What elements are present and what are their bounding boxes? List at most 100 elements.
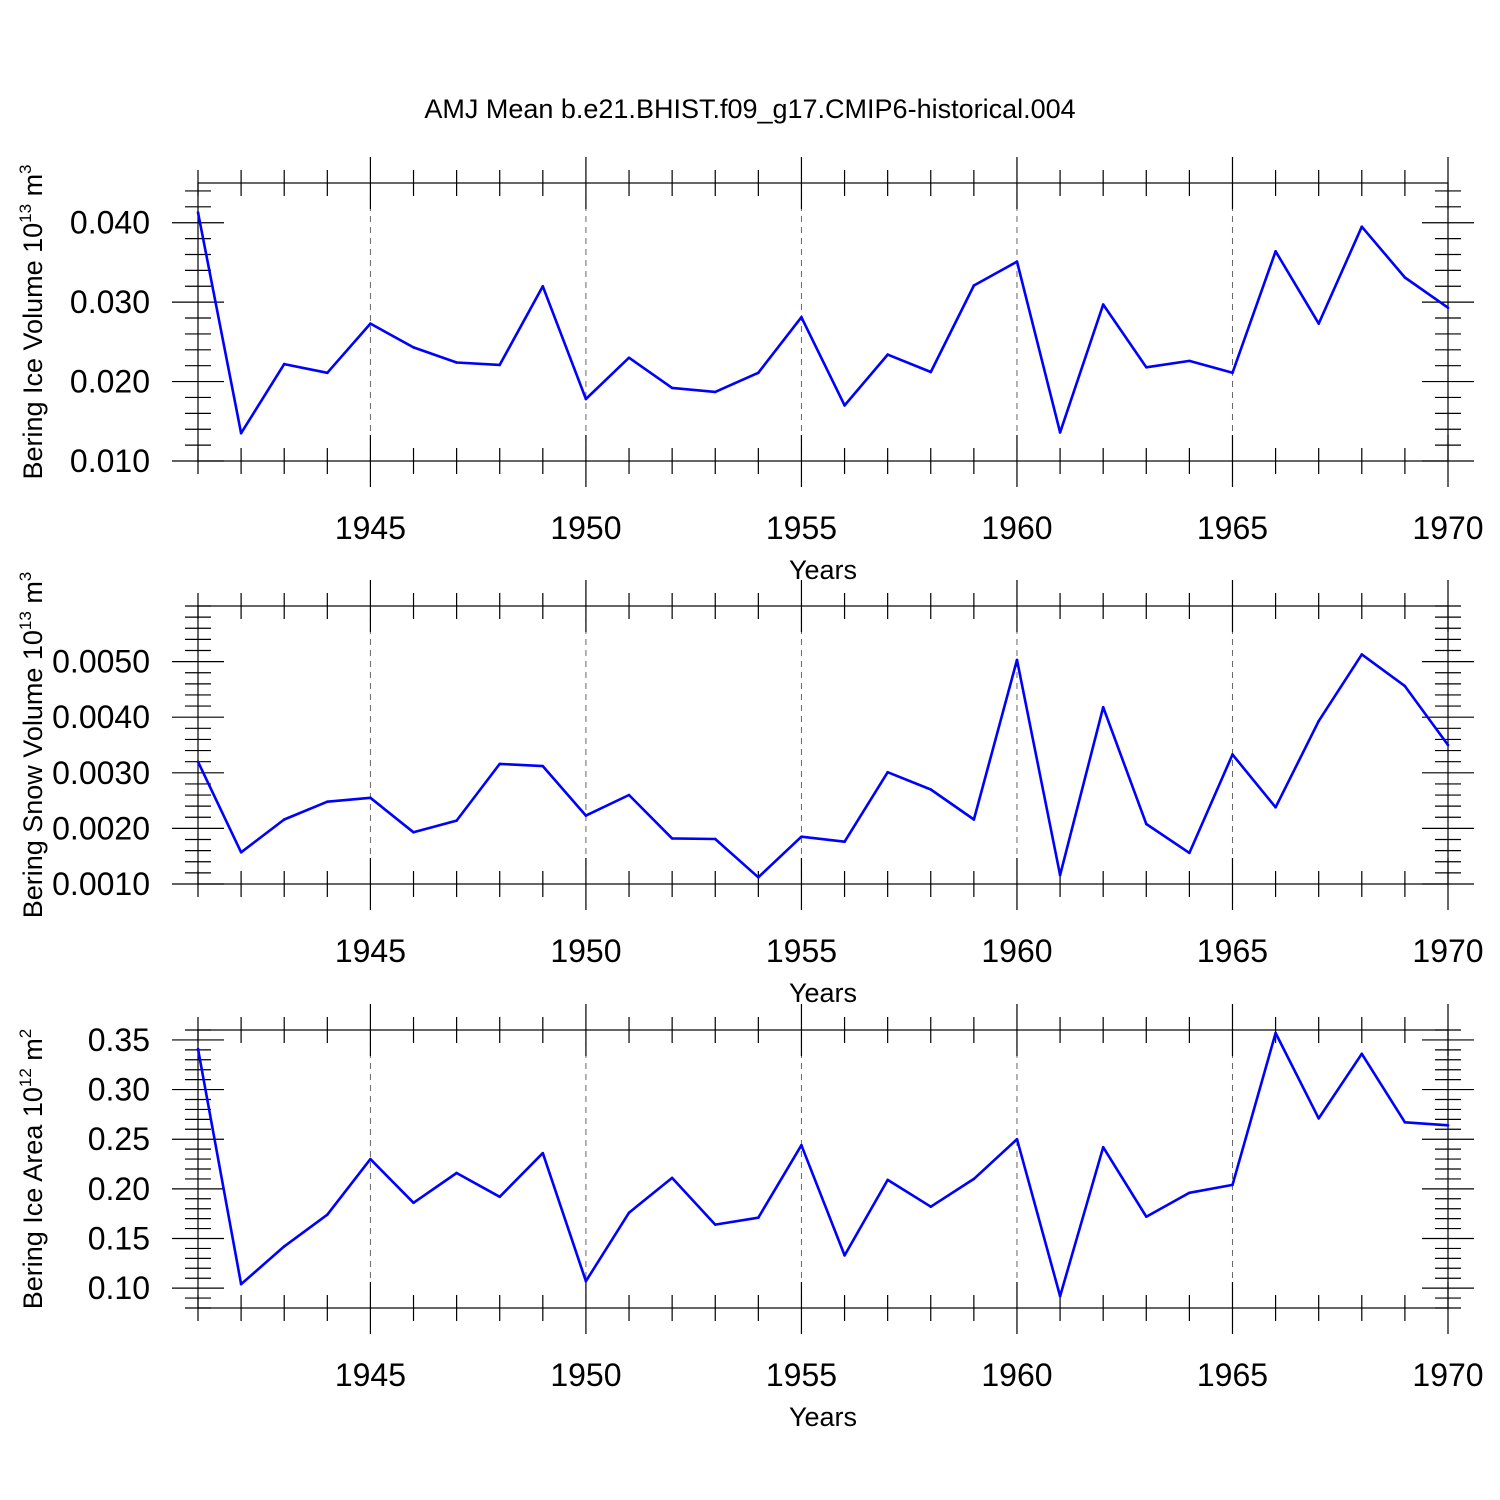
ice-volume-point-1960 <box>1015 260 1019 263</box>
ice-area-point-1951 <box>627 1211 631 1214</box>
snow-volume-point-1955 <box>800 835 803 839</box>
ice-area-point-1968 <box>1360 1052 1364 1056</box>
ice-volume-x-axis-label: Years <box>789 555 857 585</box>
ice-volume-xtick-label: 1965 <box>1197 510 1268 546</box>
ice-volume-ytick-label: 0.010 <box>70 443 150 479</box>
ice-volume-point-1959 <box>972 284 976 287</box>
snow-volume-xtick-label: 1950 <box>550 933 621 969</box>
ice-area-point-1957 <box>886 1178 889 1182</box>
ice-area-point-1945 <box>369 1157 372 1161</box>
ice-area-ytick-label: 0.10 <box>88 1270 150 1306</box>
snow-volume-ticks <box>172 580 1474 910</box>
snow-volume-point-1960 <box>1015 658 1019 662</box>
ice-area-point-1942 <box>239 1282 243 1286</box>
ice-volume-point-1962 <box>1101 303 1105 306</box>
snow-volume-point-1943 <box>282 818 286 821</box>
ice-area-point-1964 <box>1188 1191 1191 1195</box>
snow-volume-xtick-label: 1970 <box>1412 933 1483 969</box>
ice-volume-ytick-label: 0.020 <box>70 364 150 400</box>
snow-volume-ytick-label: 0.0040 <box>52 699 150 735</box>
snow-volume-point-1949 <box>541 764 545 768</box>
ice-volume-y-axis-label: Bering Ice Volume 1013 m3 <box>16 164 48 479</box>
ice-area-xtick-label: 1955 <box>766 1357 837 1393</box>
ice-area-ticks <box>172 1004 1474 1334</box>
ice-volume-point-1951 <box>627 356 631 360</box>
ice-volume-xtick-label: 1955 <box>766 510 837 546</box>
ice-area-ylabel-unit: m <box>18 1038 48 1068</box>
ice-volume-point-1952 <box>670 386 674 390</box>
ice-area-ylabel-main: Bering Ice Area 10 <box>18 1087 48 1309</box>
ice-area-point-1961 <box>1058 1294 1062 1298</box>
ice-volume-point-1954 <box>757 371 760 375</box>
ice-volume-xtick-label: 1950 <box>550 510 621 546</box>
snow-volume-ytick-label: 0.0010 <box>52 866 150 902</box>
snow-volume-xtick-label: 1965 <box>1197 933 1268 969</box>
ice-volume-point-1942 <box>239 431 243 435</box>
ice-volume-ytick-label: 0.040 <box>70 205 150 241</box>
ice-volume-point-1969 <box>1403 276 1407 279</box>
snow-volume-point-1957 <box>886 770 889 774</box>
snow-volume-point-1968 <box>1360 653 1364 656</box>
ice-area-point-1963 <box>1144 1215 1148 1218</box>
snow-volume-point-1970 <box>1446 743 1450 747</box>
ice-area-point-1965 <box>1231 1183 1234 1187</box>
ice-area-point-1954 <box>757 1216 760 1219</box>
ice-area-ylabel-exp: 12 <box>16 1068 35 1087</box>
snow-volume-point-1964 <box>1188 851 1191 855</box>
ice-area-ytick-label: 0.35 <box>88 1022 150 1058</box>
ice-volume-point-1961 <box>1058 431 1062 434</box>
panel-ice-area: 0.10 0.15 0.20 0.25 0.30 0.35 1945 1950 1955 1960… <box>16 1004 1484 1432</box>
snow-volume-point-1941 <box>196 760 200 763</box>
snow-volume-point-1959 <box>972 818 976 821</box>
ice-area-point-1941 <box>196 1047 200 1051</box>
ice-area-xtick-label: 1960 <box>981 1357 1052 1393</box>
ice-area-point-1966 <box>1274 1031 1277 1035</box>
ice-area-point-1958 <box>929 1205 933 1209</box>
snow-volume-point-1942 <box>239 851 243 854</box>
snow-volume-xtick-label: 1955 <box>766 933 837 969</box>
snow-volume-xtick-label: 1960 <box>981 933 1052 969</box>
snow-volume-point-1945 <box>369 796 372 800</box>
ice-volume-ylabel-unit: m <box>18 174 48 204</box>
ice-area-point-1952 <box>670 1176 674 1180</box>
ice-area-point-1956 <box>843 1254 846 1257</box>
ice-area-point-1955 <box>800 1143 803 1147</box>
ice-volume-point-1958 <box>929 370 933 374</box>
ice-area-xtick-label: 1970 <box>1412 1357 1483 1393</box>
figure-title: AMJ Mean b.e21.BHIST.f09_g17.CMIP6-histo… <box>424 94 1075 124</box>
ice-volume-plot-frame <box>197 182 1449 462</box>
ice-volume-point-1967 <box>1317 322 1320 325</box>
panel-snow-volume: 0.0010 0.0020 0.0030 0.0040 0.0050 1945 1950 19… <box>16 572 1484 1008</box>
ice-area-point-1947 <box>455 1171 458 1175</box>
snow-volume-point-1944 <box>326 800 329 804</box>
ice-volume-point-1964 <box>1188 359 1191 363</box>
ice-volume-point-1946 <box>412 346 415 349</box>
ice-volume-point-1956 <box>843 404 846 407</box>
snow-volume-ytick-label: 0.0020 <box>52 810 150 846</box>
snow-volume-point-1950 <box>584 814 588 817</box>
ice-volume-point-1950 <box>584 397 588 401</box>
ice-area-xtick-label: 1965 <box>1197 1357 1268 1393</box>
ice-area-plot-frame <box>197 1029 1449 1309</box>
snow-volume-point-1958 <box>929 788 933 791</box>
snow-volume-point-1969 <box>1403 684 1407 688</box>
ice-area-point-1944 <box>326 1213 329 1216</box>
ice-area-ytick-label: 0.25 <box>88 1121 150 1157</box>
ice-area-x-axis-label: Years <box>789 1402 857 1432</box>
ice-volume-xtick-label: 1945 <box>335 510 406 546</box>
ice-volume-point-1949 <box>541 284 545 288</box>
snow-volume-point-1953 <box>713 837 717 841</box>
ice-volume-xtick-label: 1960 <box>981 510 1052 546</box>
ice-area-point-1948 <box>498 1195 502 1199</box>
snow-volume-point-1961 <box>1058 873 1062 877</box>
snow-volume-point-1954 <box>757 876 760 879</box>
ice-volume-ytick-label: 0.030 <box>70 284 150 320</box>
snow-volume-ylabel-main: Bering Snow Volume 10 <box>18 630 48 918</box>
ice-area-point-1959 <box>972 1177 976 1181</box>
snow-volume-x-axis-label: Years <box>789 978 857 1008</box>
ice-volume-xtick-label: 1970 <box>1412 510 1483 546</box>
ice-volume-point-1944 <box>326 371 329 375</box>
snow-volume-point-1956 <box>843 840 846 844</box>
snow-volume-point-1963 <box>1144 822 1148 826</box>
